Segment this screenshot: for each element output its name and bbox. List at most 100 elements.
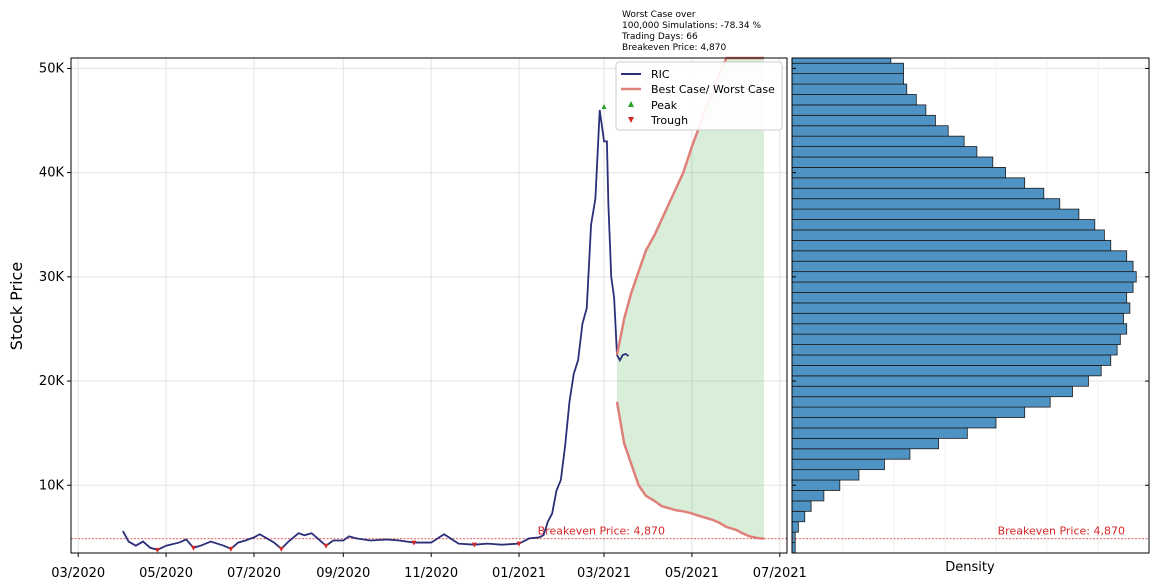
legend-trough-label: Trough bbox=[650, 114, 688, 127]
x-tick-label: 05/2021 bbox=[665, 566, 719, 581]
histogram-bar bbox=[791, 521, 799, 533]
trough-marker bbox=[516, 541, 522, 547]
histogram-bar bbox=[791, 323, 1128, 335]
histogram-breakeven-label: Breakeven Price: 4,870 bbox=[998, 525, 1125, 538]
histogram-bar bbox=[791, 125, 949, 137]
y-tick-label: 30K bbox=[39, 270, 65, 285]
trough-marker bbox=[154, 547, 160, 553]
histogram-bar bbox=[791, 135, 965, 147]
histogram-bar bbox=[791, 187, 1045, 200]
histogram-bar bbox=[791, 469, 860, 481]
legend-peak-label: Peak bbox=[651, 99, 678, 112]
trough-marker bbox=[411, 540, 417, 546]
histogram-bar bbox=[791, 458, 885, 471]
peak-marker bbox=[601, 103, 607, 109]
legend-peak-marker bbox=[628, 101, 634, 107]
worst-case-line bbox=[615, 401, 765, 540]
legend: RIC Best Case/ Worst Case Peak Trough bbox=[615, 61, 783, 131]
histogram-bar bbox=[791, 510, 806, 523]
histogram-bar bbox=[791, 302, 1131, 314]
price-plot-border bbox=[70, 57, 788, 554]
histogram-bar bbox=[791, 292, 1128, 304]
simulation-range-band bbox=[617, 58, 764, 539]
histogram-plot-border bbox=[791, 57, 1150, 554]
histogram-bar bbox=[791, 365, 1102, 377]
histogram-bar bbox=[791, 385, 1073, 398]
annotation-line: Trading Days: 66 bbox=[621, 32, 698, 42]
ric-price-line bbox=[122, 109, 630, 551]
histogram-bar bbox=[791, 83, 908, 95]
histogram-bar bbox=[791, 94, 917, 106]
y-tick-label: 50K bbox=[39, 61, 65, 76]
annotation-line: Breakeven Price: 4,870 bbox=[622, 43, 726, 53]
histogram-bar bbox=[791, 312, 1124, 325]
histogram-bar bbox=[791, 344, 1118, 356]
trough-marker bbox=[471, 542, 477, 548]
trough-marker bbox=[323, 543, 329, 549]
y-axis-ticks: 10K 20K 30K 40K 50K bbox=[39, 61, 71, 493]
histogram-bar bbox=[791, 479, 841, 491]
y-tick-label: 20K bbox=[39, 374, 65, 389]
histogram-bar bbox=[791, 177, 1026, 189]
histogram-bar bbox=[791, 448, 911, 460]
legend-box bbox=[615, 61, 783, 131]
histogram-bar bbox=[791, 281, 1134, 293]
histogram-bar bbox=[791, 104, 927, 116]
price-grid bbox=[71, 58, 787, 553]
histogram-bar bbox=[791, 73, 904, 85]
price-plot-frame bbox=[71, 58, 787, 553]
histogram-bar bbox=[791, 198, 1061, 210]
histogram-y-ticks bbox=[792, 67, 1149, 486]
x-axis-label-density: Density bbox=[945, 560, 995, 575]
histogram-bar bbox=[791, 271, 1137, 283]
legend-best-worst-label: Best Case/ Worst Case bbox=[651, 83, 775, 96]
x-axis-ticks: 03/2020 05/2020 07/2020 09/2020 11/2020 01/20… bbox=[51, 553, 807, 581]
histogram-bar bbox=[791, 406, 1026, 418]
histogram-bar bbox=[791, 490, 825, 502]
x-tick-label: 05/2020 bbox=[139, 566, 193, 581]
density-histogram: Breakeven Price: 4,870 Density bbox=[791, 57, 1150, 575]
legend-trough-marker bbox=[628, 117, 634, 123]
histogram-bar bbox=[791, 417, 997, 429]
histogram-bar bbox=[791, 57, 892, 64]
histogram-bar bbox=[791, 333, 1121, 345]
histogram-bar bbox=[791, 250, 1128, 262]
histogram-bar bbox=[791, 396, 1051, 408]
histogram-bar bbox=[791, 427, 968, 439]
annotation-line: Worst Case over bbox=[622, 10, 696, 20]
x-tick-label: 09/2020 bbox=[316, 566, 370, 581]
price-markers bbox=[154, 103, 607, 553]
x-tick-label: 07/2020 bbox=[227, 566, 281, 581]
x-tick-label: 03/2021 bbox=[577, 566, 631, 581]
histogram-bar bbox=[791, 62, 904, 75]
trough-marker bbox=[190, 545, 196, 551]
x-tick-label: 07/2021 bbox=[753, 566, 807, 581]
breakeven-label: Breakeven Price: 4,870 bbox=[538, 525, 665, 538]
trough-marker bbox=[228, 546, 234, 552]
histogram-bar bbox=[791, 500, 812, 512]
x-tick-label: 11/2020 bbox=[404, 566, 458, 581]
x-tick-label: 01/2021 bbox=[492, 566, 546, 581]
histogram-bar bbox=[791, 260, 1134, 273]
y-tick-label: 40K bbox=[39, 166, 65, 181]
y-axis-label: Stock Price bbox=[7, 262, 26, 350]
histogram-bar bbox=[791, 219, 1096, 231]
histogram-bar bbox=[791, 437, 940, 450]
x-tick-label: 03/2020 bbox=[51, 566, 105, 581]
histogram-bar bbox=[791, 167, 1006, 179]
histogram-bar bbox=[791, 156, 994, 168]
histogram-bar bbox=[791, 239, 1112, 252]
annotation-line: 100,000 Simulations: -78.34 % bbox=[622, 21, 761, 31]
legend-ric-label: RIC bbox=[651, 68, 670, 81]
histogram-bar bbox=[791, 229, 1105, 241]
histogram-bar bbox=[791, 146, 978, 158]
histogram-bar bbox=[791, 375, 1089, 387]
y-tick-label: 10K bbox=[39, 478, 65, 493]
histogram-bar bbox=[791, 208, 1080, 220]
price-chart: Breakeven Price: 4,870 10K 20K 30K 40K 50K 0… bbox=[7, 10, 807, 581]
histogram-bar bbox=[791, 114, 936, 127]
histogram-bar bbox=[791, 354, 1112, 366]
trough-marker bbox=[278, 546, 284, 552]
